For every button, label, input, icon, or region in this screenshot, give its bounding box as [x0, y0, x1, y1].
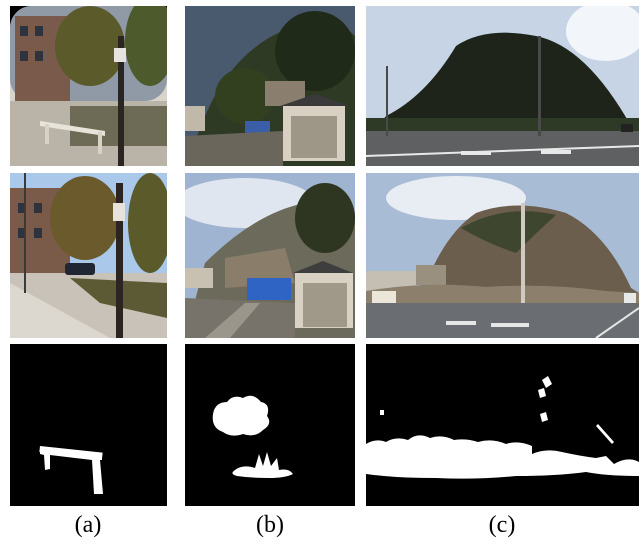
- image-b-before: [185, 6, 355, 166]
- mask-c: [366, 344, 639, 506]
- mask-a: [10, 344, 167, 506]
- image-a-before: [10, 6, 167, 166]
- image-c-after: [366, 173, 639, 338]
- caption-b: (b): [256, 512, 284, 538]
- image-c-before: [366, 6, 639, 166]
- caption-a: (a): [74, 512, 102, 538]
- image-b-after: [185, 173, 355, 338]
- mask-b: [185, 344, 355, 506]
- caption-c: (c): [488, 512, 516, 538]
- image-a-after: [10, 173, 167, 338]
